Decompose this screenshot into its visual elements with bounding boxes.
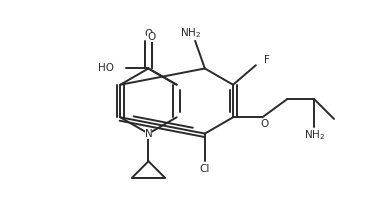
- Text: F: F: [264, 55, 270, 65]
- Text: O: O: [260, 119, 268, 129]
- Text: N: N: [145, 129, 152, 139]
- Text: HO: HO: [98, 63, 114, 74]
- Text: NH$_2$: NH$_2$: [304, 128, 325, 142]
- Text: NH$_2$: NH$_2$: [179, 26, 201, 40]
- Text: O: O: [144, 29, 153, 39]
- Text: Cl: Cl: [200, 164, 210, 174]
- Text: O: O: [147, 32, 156, 42]
